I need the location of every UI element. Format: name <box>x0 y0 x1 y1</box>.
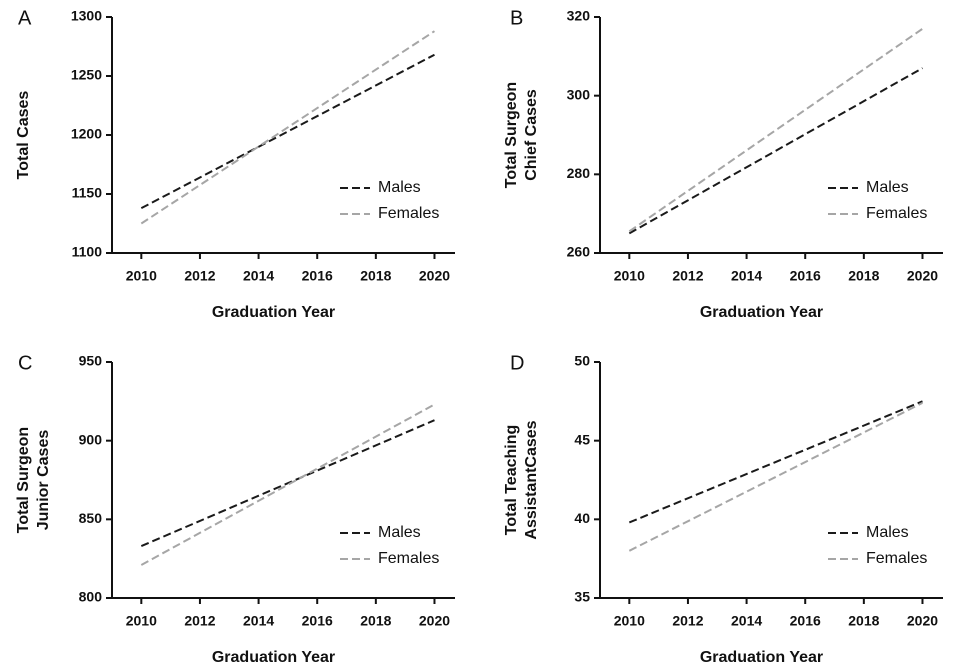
y-tick-label: 300 <box>567 86 591 102</box>
x-tick-label: 2016 <box>302 268 333 284</box>
legend-label: Females <box>866 550 927 567</box>
y-tick-label: 45 <box>574 431 590 447</box>
x-tick-label: 2012 <box>184 268 215 284</box>
legend-label: Males <box>866 524 909 541</box>
y-tick-label: 320 <box>567 8 591 24</box>
x-tick-label: 2020 <box>419 613 450 629</box>
y-tick-label: 850 <box>79 510 103 526</box>
legend-label: Males <box>866 179 909 196</box>
y-axis-label: Chief Cases <box>523 89 540 181</box>
x-tick-label: 2012 <box>184 613 215 629</box>
y-axis-label: Total Surgeon <box>15 427 32 533</box>
x-tick-label: 2014 <box>731 613 762 629</box>
data-line <box>628 400 923 524</box>
y-tick-label: 1150 <box>72 185 103 201</box>
x-tick-label: 2018 <box>848 613 879 629</box>
x-tick-label: 2020 <box>419 268 450 284</box>
panel-label: C <box>18 352 32 374</box>
x-tick-label: 2010 <box>126 613 157 629</box>
y-axis-label: Total Surgeon <box>503 82 520 188</box>
legend-label: Females <box>378 205 439 222</box>
data-line <box>140 419 435 547</box>
legend-label: Females <box>378 550 439 567</box>
y-tick-label: 40 <box>574 510 590 526</box>
x-tick-label: 2014 <box>243 613 274 629</box>
x-axis-label: Graduation Year <box>212 304 335 321</box>
x-tick-label: 2010 <box>614 268 645 284</box>
y-tick-label: 50 <box>574 353 590 369</box>
y-tick-label: 260 <box>567 244 591 260</box>
data-line <box>628 402 923 552</box>
y-axis-label: Total Teaching <box>503 425 520 536</box>
y-tick-label: 35 <box>574 589 590 605</box>
y-tick-label: 800 <box>79 589 103 605</box>
y-tick-label: 280 <box>567 165 591 181</box>
x-tick-label: 2018 <box>360 613 391 629</box>
x-tick-label: 2014 <box>243 268 274 284</box>
x-axis-label: Graduation Year <box>700 304 823 321</box>
data-line <box>140 53 435 210</box>
x-tick-label: 2016 <box>790 613 821 629</box>
x-tick-label: 2010 <box>126 268 157 284</box>
x-tick-label: 2016 <box>790 268 821 284</box>
y-tick-label: 1200 <box>71 126 102 142</box>
x-tick-label: 2018 <box>360 268 391 284</box>
y-tick-label: 1250 <box>71 67 102 83</box>
x-tick-label: 2020 <box>907 613 938 629</box>
panel-label: B <box>510 7 523 29</box>
legend-label: Males <box>378 179 421 196</box>
legend-label: Females <box>866 205 927 222</box>
data-line <box>140 30 436 225</box>
x-tick-label: 2018 <box>848 268 879 284</box>
panel-label: D <box>510 352 524 374</box>
y-tick-label: 950 <box>79 353 103 369</box>
y-axis-label: Junior Cases <box>35 430 52 531</box>
x-tick-label: 2016 <box>302 613 333 629</box>
y-tick-label: 1300 <box>71 8 102 24</box>
panel-label: A <box>18 7 32 29</box>
y-tick-label: 1100 <box>72 244 103 260</box>
data-line <box>140 403 435 566</box>
data-line <box>628 67 923 235</box>
y-axis-label: Total Cases <box>15 91 32 180</box>
x-axis-label: Graduation Year <box>212 649 335 666</box>
x-tick-label: 2012 <box>672 268 703 284</box>
x-tick-label: 2020 <box>907 268 938 284</box>
y-axis-label: AssistantCases <box>523 420 540 539</box>
x-tick-label: 2014 <box>731 268 762 284</box>
legend-label: Males <box>378 524 421 541</box>
data-line <box>628 27 924 233</box>
x-tick-label: 2010 <box>614 613 645 629</box>
x-axis-label: Graduation Year <box>700 649 823 666</box>
y-tick-label: 900 <box>79 431 103 447</box>
x-tick-label: 2012 <box>672 613 703 629</box>
